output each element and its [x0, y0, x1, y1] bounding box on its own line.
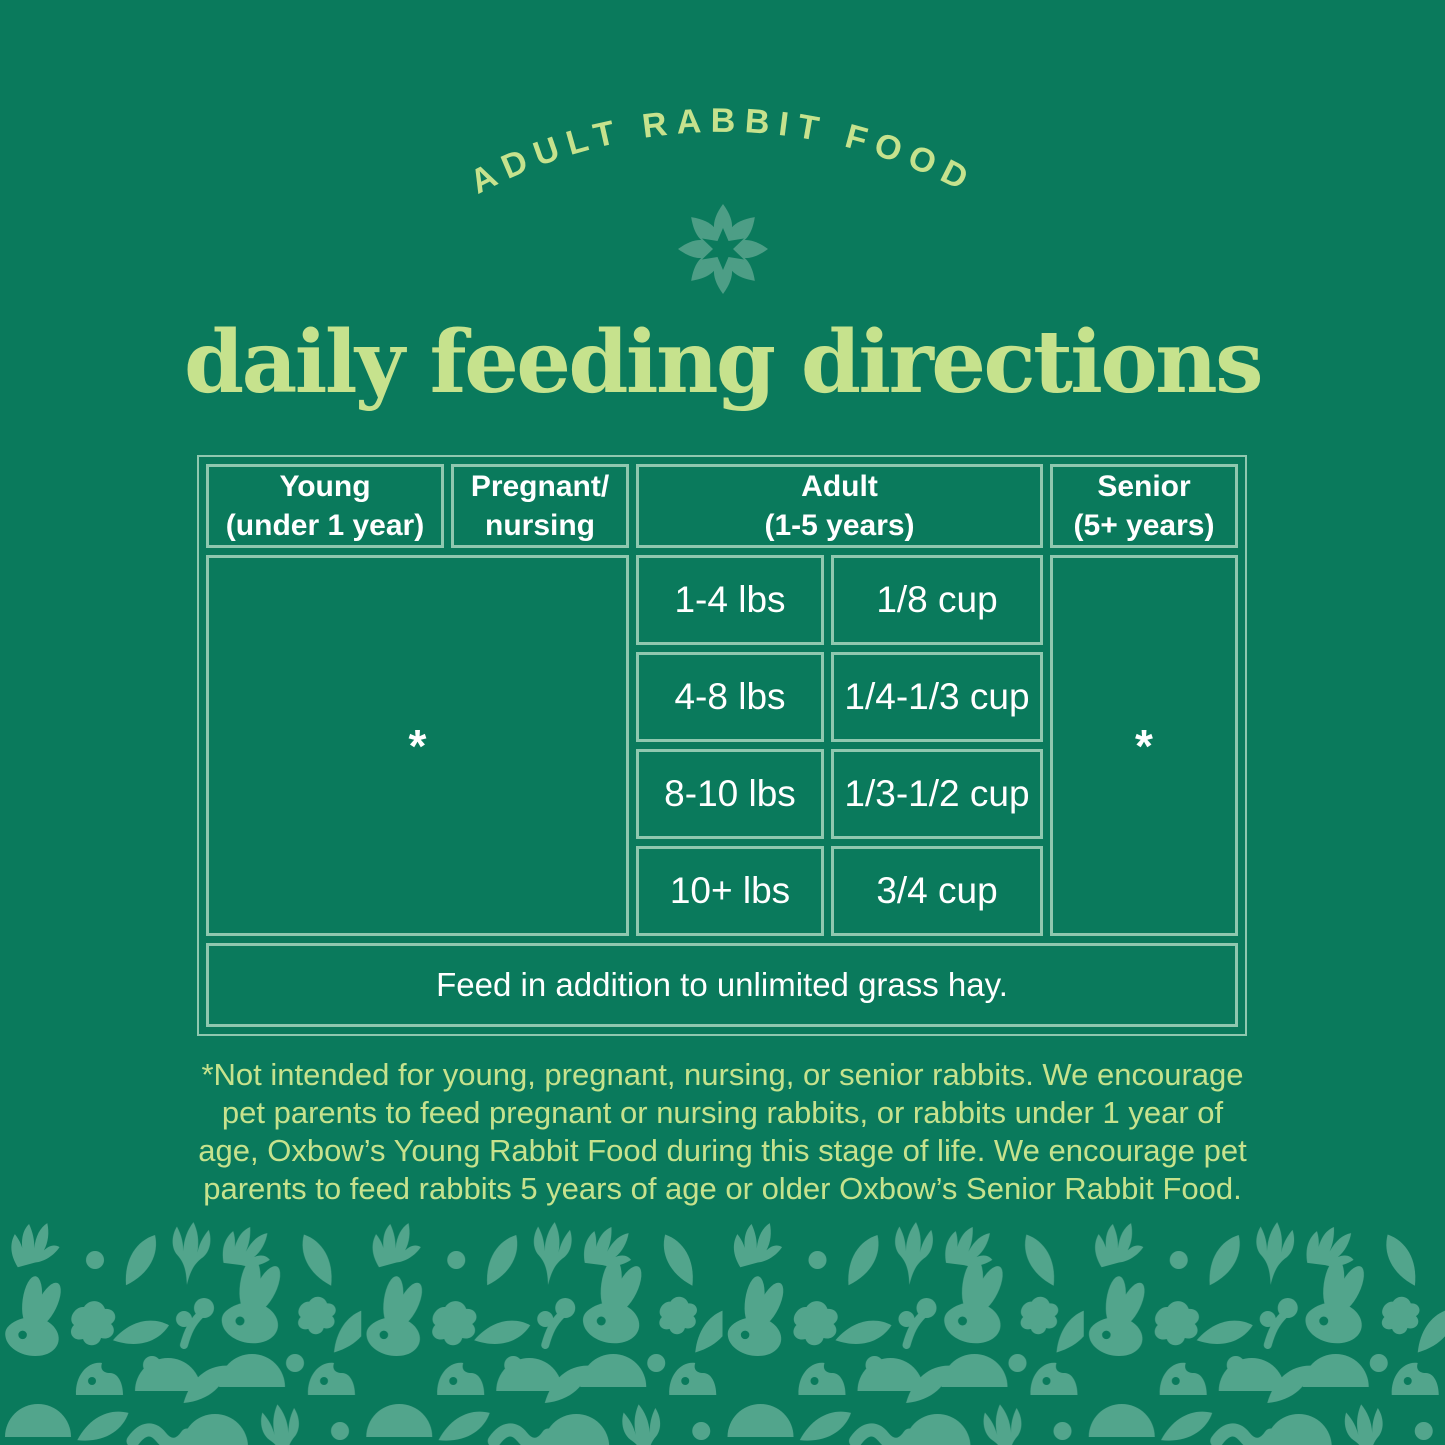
footnote-line: age, Oxbow’s Young Rabbit Food during th… [198, 1133, 1247, 1168]
footnote: *Not intended for young, pregnant, nursi… [143, 1056, 1303, 1208]
header-young-line2: (under 1 year) [225, 509, 425, 542]
arc-product-title-text: ADULT RABBIT FOOD [464, 102, 973, 202]
footnote-line: parents to feed rabbits 5 years of age o… [203, 1171, 1242, 1206]
footnote-line: *Not intended for young, pregnant, nursi… [201, 1057, 1244, 1092]
header-young: Young (under 1 year) [206, 464, 444, 548]
young-pregnant-asterisk-cell: * [206, 555, 629, 936]
adult-amount-cell: 3/4 cup [831, 846, 1043, 936]
adult-weight-cell: 8-10 lbs [636, 749, 824, 839]
header-senior: Senior (5+ years) [1050, 464, 1238, 548]
table-footer-note: Feed in addition to unlimited grass hay. [206, 943, 1238, 1027]
adult-weight-cell: 10+ lbs [636, 846, 824, 936]
adult-amount-cell: 1/8 cup [831, 555, 1043, 645]
header-pregnant-line1: Pregnant/ [470, 470, 610, 503]
adult-weight-cell: 4-8 lbs [636, 652, 824, 742]
arc-product-title: ADULT RABBIT FOOD [464, 102, 982, 202]
header-pregnant-line2: nursing [485, 509, 595, 542]
page-title: daily feeding directions [184, 312, 1264, 413]
adult-amount-cell: 1/3-1/2 cup [831, 749, 1043, 839]
header-young-line1: Young [279, 470, 371, 503]
adult-amount-cell: 1/4-1/3 cup [831, 652, 1043, 742]
header-adult: Adult (1-5 years) [636, 464, 1043, 548]
svg-text:ADULT RABBIT FOOD: ADULT RABBIT FOOD [464, 102, 982, 202]
header-senior-line2: (5+ years) [1073, 509, 1215, 542]
header-adult-line1: Adult [801, 470, 878, 503]
rabbit-leaf-pattern [0, 1213, 1445, 1445]
header-adult-line2: (1-5 years) [764, 509, 915, 542]
adult-weight-cell: 1-4 lbs [636, 555, 824, 645]
feeding-table: Young (under 1 year) Pregnant/ nursing A… [197, 455, 1247, 1036]
senior-asterisk-cell: * [1050, 555, 1238, 936]
header-pregnant-nursing: Pregnant/ nursing [451, 464, 629, 548]
header-senior-line1: Senior [1097, 470, 1191, 503]
footnote-line: pet parents to feed pregnant or nursing … [221, 1095, 1224, 1130]
flower-icon [677, 204, 768, 294]
